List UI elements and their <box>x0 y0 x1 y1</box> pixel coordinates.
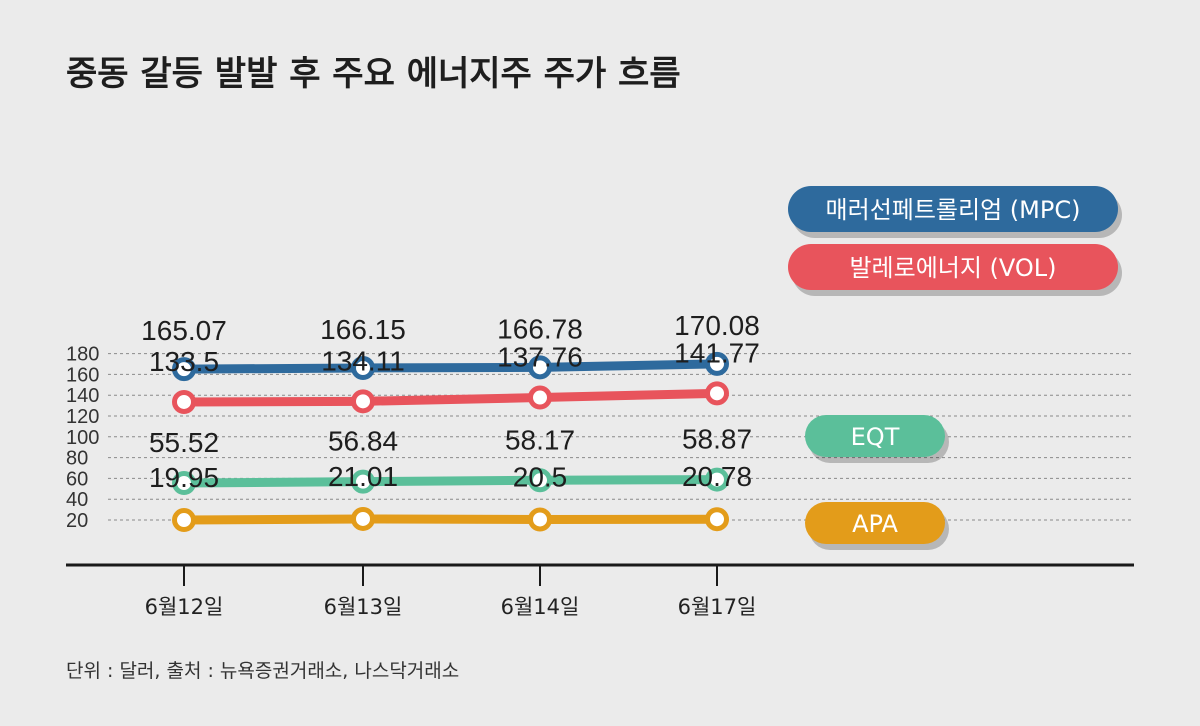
data-label: 20.5 <box>513 461 568 492</box>
data-label: 21.01 <box>328 461 398 492</box>
y-tick-label: 20 <box>66 510 88 532</box>
data-label: 19.95 <box>149 462 219 493</box>
legend: 매러선페트롤리엄 (MPC) 발레로에너지 (VOL) EQT APA <box>788 186 1122 550</box>
data-label: 137.76 <box>497 342 583 373</box>
legend-label: APA <box>852 510 898 538</box>
data-point <box>351 469 375 494</box>
data-point <box>351 389 375 414</box>
x-tick-label: 6월14일 <box>501 595 580 619</box>
data-point <box>705 351 729 376</box>
data-label: 170.08 <box>674 310 760 341</box>
y-tick-label: 160 <box>66 364 99 386</box>
legend-label: 매러선페트롤리엄 (MPC) <box>826 196 1081 224</box>
y-tick-label: 60 <box>66 468 88 490</box>
data-point <box>351 506 375 531</box>
data-point <box>528 355 552 380</box>
data-label: 58.87 <box>682 424 752 455</box>
legend-label: EQT <box>851 423 900 451</box>
data-label: 58.17 <box>505 424 575 455</box>
data-label: 166.78 <box>497 313 583 344</box>
y-tick-label: 120 <box>66 406 99 428</box>
x-tick-label: 6월13일 <box>324 595 403 619</box>
x-axis-ticks: 6월12일 6월13일 6월14일 6월17일 <box>145 565 757 619</box>
series-line <box>179 359 722 374</box>
legend-pill <box>788 186 1118 232</box>
footnote: 단위 : 달러, 출처 : 뉴욕증권거래소, 나스닥거래소 <box>66 660 459 682</box>
data-label: 56.84 <box>328 426 398 457</box>
data-point <box>172 389 196 414</box>
data-point <box>172 357 196 382</box>
data-label: 134.11 <box>321 345 405 376</box>
data-point <box>528 468 552 493</box>
legend-pill <box>805 415 945 457</box>
data-label: 20.78 <box>682 461 752 492</box>
y-tick-label: 40 <box>66 489 88 511</box>
data-point <box>528 507 552 532</box>
y-tick-label: 180 <box>66 344 99 366</box>
series-lines <box>172 351 729 533</box>
series-line <box>179 388 722 407</box>
data-label: 166.15 <box>320 314 406 345</box>
y-tick-label: 140 <box>66 385 99 407</box>
y-tick-label: 80 <box>66 448 88 470</box>
y-tick-label: 100 <box>66 427 99 449</box>
data-point <box>528 385 552 410</box>
data-labels: 165.07 166.15 166.78 170.08 133.5 134.11 137.7… <box>141 310 760 493</box>
series-line <box>179 514 722 525</box>
x-tick-label: 6월12일 <box>145 595 224 619</box>
gridlines <box>108 353 1134 521</box>
legend-pill <box>788 244 1118 290</box>
data-label: 55.52 <box>149 427 219 458</box>
data-point <box>172 508 196 533</box>
data-point <box>172 471 196 496</box>
data-label: 133.5 <box>149 346 219 377</box>
data-label: 165.07 <box>141 315 227 346</box>
data-point <box>351 356 375 381</box>
legend-pill <box>805 502 945 544</box>
series-line <box>179 475 722 488</box>
legend-label: 발레로에너지 (VOL) <box>849 254 1056 282</box>
data-point <box>705 381 729 406</box>
data-point <box>705 507 729 532</box>
data-label: 141.77 <box>674 337 760 368</box>
data-point <box>705 467 729 492</box>
chart-title: 중동 갈등 발발 후 주요 에너지주 주가 흐름 <box>66 54 681 94</box>
x-tick-label: 6월17일 <box>678 595 757 619</box>
